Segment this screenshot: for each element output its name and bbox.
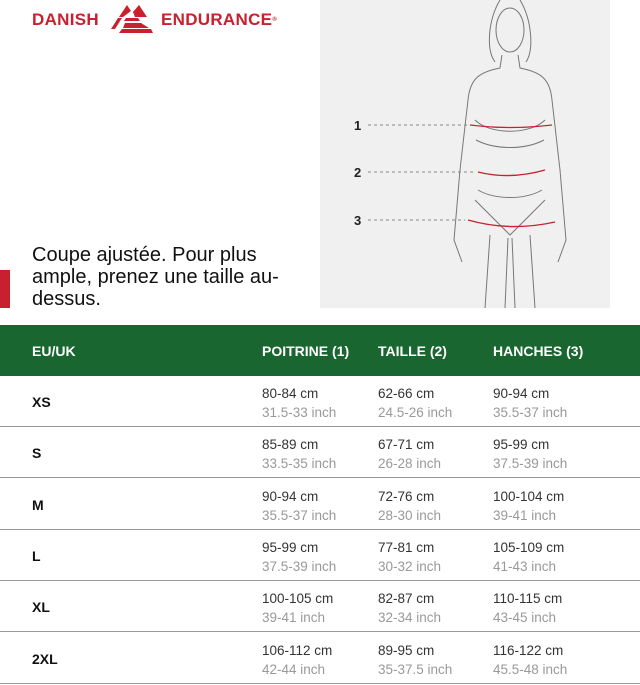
size-label: L	[32, 547, 41, 564]
waist-cm: 62-66 cm	[378, 386, 435, 401]
chest-inch: 35.5-37 inch	[262, 507, 337, 523]
size-label: 2XL	[32, 650, 58, 667]
size-label: XS	[32, 394, 51, 410]
hips-cell: 105-109 cm 41-43 inch	[493, 538, 564, 576]
hips-cell: 90-94 cm 35.5-37 inch	[493, 384, 567, 422]
waist-cell: 67-71 cm 26-28 inch	[378, 435, 441, 473]
measurement-illustration: 1 2 3	[320, 0, 610, 309]
size-label: XL	[32, 599, 50, 616]
chest-cell: 95-99 cm 37.5-39 inch	[262, 538, 336, 576]
header-waist: TAILLE (2)	[378, 343, 447, 359]
size-label: S	[32, 445, 42, 462]
chest-cm: 106-112 cm	[262, 642, 333, 658]
waist-cm: 67-71 cm	[378, 437, 435, 453]
chest-cm: 90-94 cm	[262, 488, 319, 504]
fit-note: Coupe ajustée. Pour plus ample, prenez u…	[32, 244, 279, 310]
table-header: EU/UK POITRINE (1) TAILLE (2) HANCHES (3…	[0, 325, 640, 376]
chest-inch: 37.5-39 inch	[262, 558, 337, 574]
waist-cell: 89-95 cm 35-37.5 inch	[378, 641, 452, 679]
table-row: XL 100-105 cm 39-41 inch 82-87 cm 32-34 inch…	[0, 581, 640, 633]
waist-inch: 24.5-26 inch	[378, 405, 453, 420]
chest-cm: 100-105 cm	[262, 591, 334, 607]
hips-cm: 100-104 cm	[493, 488, 565, 504]
logo-mark-icon	[110, 5, 153, 33]
waist-cell: 72-76 cm 28-30 inch	[378, 487, 441, 525]
hips-cell: 100-104 cm 39-41 inch	[493, 487, 564, 525]
size-label: M	[32, 496, 44, 513]
header-chest: POITRINE (1)	[262, 343, 350, 359]
waist-cm: 72-76 cm	[378, 488, 435, 504]
chest-cell: 80-84 cm 31.5-33 inch	[262, 384, 336, 422]
waist-cell: 77-81 cm 30-32 inch	[378, 538, 441, 576]
chest-inch: 31.5-33 inch	[262, 405, 337, 420]
table-row: M 90-94 cm 35.5-37 inch 72-76 cm 28-30 inch 1…	[0, 479, 640, 530]
chest-cell: 106-112 cm 42-44 inch	[262, 641, 332, 679]
hips-inch: 41-43 inch	[493, 558, 557, 574]
accent-bar	[0, 270, 10, 308]
hips-inch: 39-41 inch	[493, 507, 557, 523]
hips-cm: 105-109 cm	[493, 539, 565, 555]
table-row: 2XL 106-112 cm 42-44 inch 89-95 cm 35-37.5 i…	[0, 633, 640, 684]
hips-inch: 43-45 inch	[493, 610, 557, 626]
chest-inch: 33.5-35 inch	[262, 456, 337, 472]
table-row: XS 80-84 cm 31.5-33 inch 62-66 cm 24.5-26 in…	[0, 376, 640, 427]
hips-inch: 37.5-39 inch	[493, 456, 568, 472]
brand-right: ENDURANCE	[160, 10, 273, 29]
hips-cm: 110-115 cm	[493, 591, 563, 607]
waist-inch: 28-30 inch	[378, 507, 442, 523]
chest-cell: 85-89 cm 33.5-35 inch	[262, 435, 336, 473]
waist-cell: 62-66 cm 24.5-26 inch	[378, 384, 452, 422]
hips-cell: 116-122 cm 45.5-48 inch	[493, 641, 567, 679]
chest-cm: 85-89 cm	[262, 437, 319, 453]
chest-cell: 90-94 cm 35.5-37 inch	[262, 487, 336, 525]
header-size: EU/UK	[32, 343, 76, 359]
chest-cell: 100-105 cm 39-41 inch	[262, 589, 333, 627]
marker-2: 2	[354, 165, 361, 180]
brand-left: DANISH	[32, 10, 99, 29]
waist-inch: 26-28 inch	[378, 456, 442, 472]
waist-cell: 82-87 cm 32-34 inch	[378, 589, 441, 627]
table-row: S 85-89 cm 33.5-35 inch 67-71 cm 26-28 inch 9…	[0, 427, 640, 479]
waist-inch: 32-34 inch	[378, 610, 442, 626]
waist-inch: 30-32 inch	[378, 558, 442, 574]
chest-inch: 39-41 inch	[262, 610, 326, 626]
marker-3: 3	[354, 213, 361, 228]
waist-cm: 89-95 cm	[378, 642, 435, 658]
hips-inch: 35.5-37 inch	[493, 405, 568, 420]
table-row: L 95-99 cm 37.5-39 inch 77-81 cm 30-32 inch 1…	[0, 530, 640, 581]
waist-cm: 77-81 cm	[378, 539, 435, 555]
waist-cm: 82-87 cm	[378, 591, 435, 607]
chest-inch: 42-44 inch	[262, 661, 326, 677]
brand-logo: DANISH ENDURANCE ®	[32, 4, 277, 36]
hips-cm: 90-94 cm	[493, 386, 550, 401]
waist-inch: 35-37.5 inch	[378, 661, 453, 677]
chest-cm: 80-84 cm	[262, 386, 319, 401]
hips-cell: 110-115 cm 43-45 inch	[493, 589, 562, 627]
chest-cm: 95-99 cm	[262, 539, 319, 555]
hips-cm: 116-122 cm	[493, 642, 564, 658]
header-hips: HANCHES (3)	[493, 343, 584, 359]
marker-1: 1	[354, 118, 361, 133]
hips-cm: 95-99 cm	[493, 437, 550, 453]
hips-cell: 95-99 cm 37.5-39 inch	[493, 435, 567, 473]
hips-inch: 45.5-48 inch	[493, 661, 568, 677]
